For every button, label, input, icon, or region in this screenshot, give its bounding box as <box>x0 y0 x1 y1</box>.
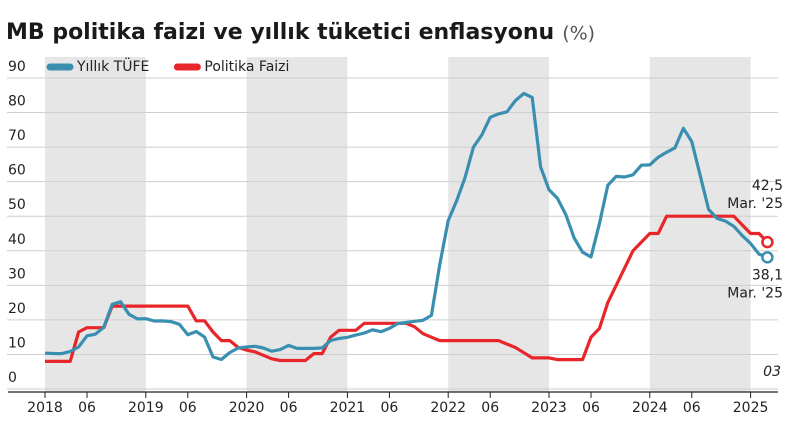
x-tick-label: 06 <box>179 400 197 416</box>
y-tick-label: 80 <box>8 94 26 110</box>
x-tick-label: 2023 <box>531 400 567 416</box>
year-band <box>246 57 348 392</box>
y-tick-label: 60 <box>8 163 26 179</box>
x-tick-label: 2019 <box>128 400 164 416</box>
end-marker <box>761 235 774 249</box>
value-label: 42,5 <box>752 178 783 194</box>
end-note: Mar. '25 <box>727 196 783 212</box>
x-tick-label: 2025 <box>733 400 769 416</box>
source-note: 03 <box>763 364 781 380</box>
x-tick-label: 06 <box>78 400 96 416</box>
end-marker <box>761 251 774 264</box>
chart-unit: (%) <box>562 23 595 45</box>
series-line <box>44 91 768 362</box>
y-tick-label: 70 <box>8 128 26 144</box>
chart-title: MB politika faizi ve yıllık tüketici enf… <box>6 20 554 45</box>
x-tick-label: 06 <box>683 400 701 416</box>
x-tick-label: 06 <box>280 400 298 416</box>
y-tick-label: 20 <box>8 301 26 317</box>
y-tick-label: 40 <box>8 232 26 248</box>
legend-label: Politika Faizi <box>204 59 289 75</box>
y-tick-label: 30 <box>8 266 26 282</box>
x-tick-label: 2018 <box>27 400 63 416</box>
y-tick-label: 10 <box>8 335 26 351</box>
value-label: 38,1 <box>752 267 783 283</box>
year-band <box>649 57 751 392</box>
y-tick-label: 90 <box>8 59 26 75</box>
end-note: Mar. '25 <box>727 285 783 301</box>
x-tick-label: 06 <box>380 400 398 416</box>
y-tick-label: 50 <box>8 197 26 213</box>
year-band <box>45 57 146 392</box>
x-tick-label: 2020 <box>229 400 265 416</box>
x-tick-label: 2022 <box>430 400 466 416</box>
x-tick-label: 06 <box>582 400 600 416</box>
legend-label: Yıllık TÜFE <box>76 57 149 75</box>
x-tick-label: 2024 <box>632 400 668 416</box>
y-tick-label: 0 <box>8 370 17 386</box>
x-tick-label: 2021 <box>330 400 366 416</box>
x-tick-label: 06 <box>481 400 499 416</box>
